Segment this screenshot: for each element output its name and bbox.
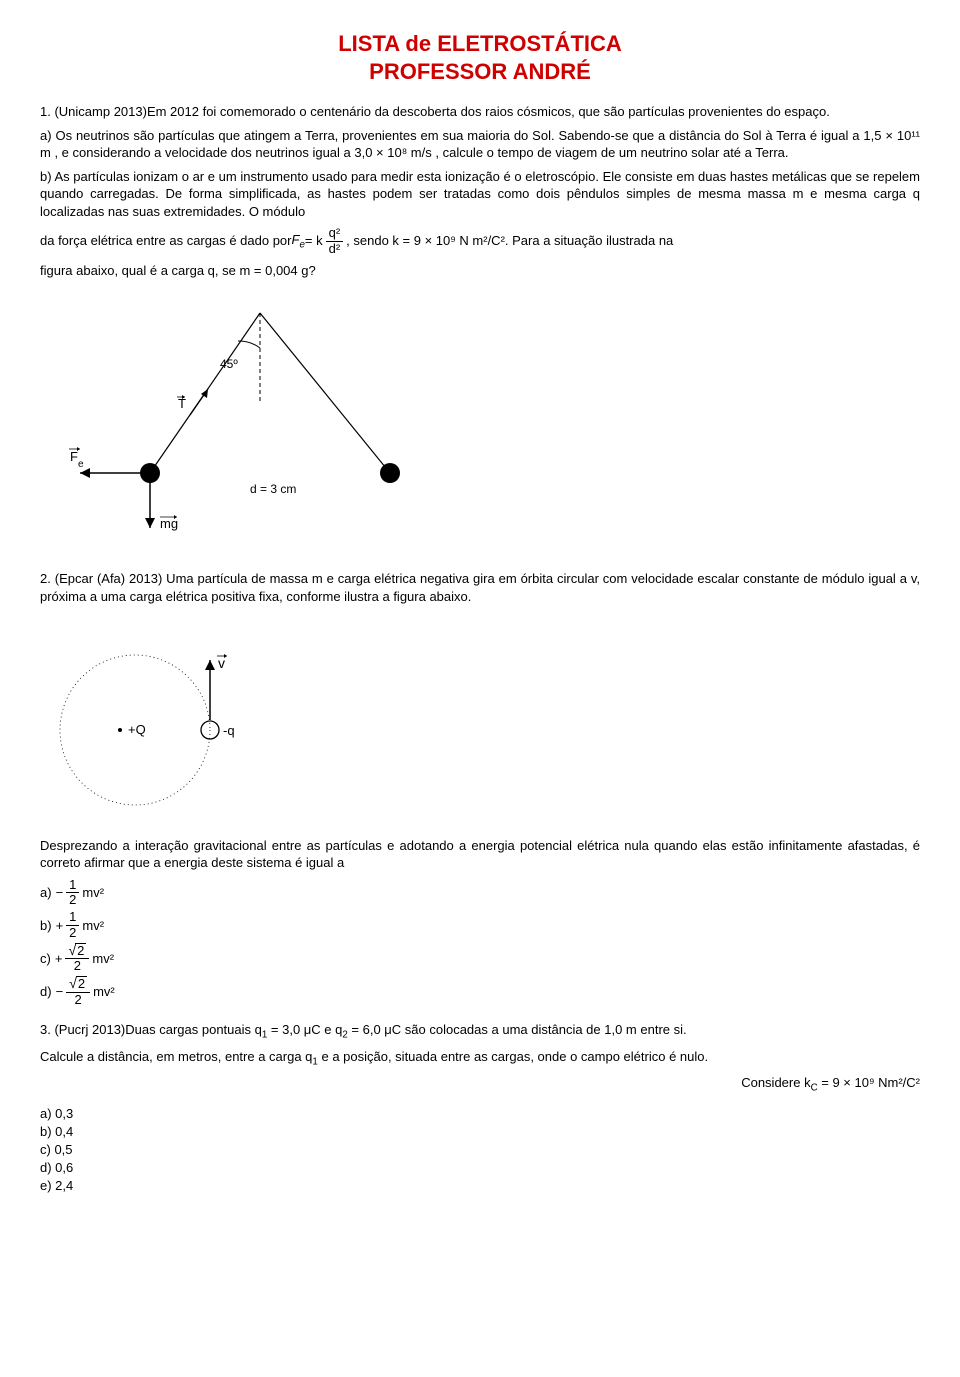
q3-opt-e: e) 2,4 [40,1178,920,1193]
q1-formula-pre: da força elétrica entre as cargas é dado… [40,232,291,250]
q2-opt-b: b) + 1 2 mv² [40,910,920,940]
q3-line2: Calcule a distância, em metros, entre a … [40,1048,920,1069]
q2-diagram: +Q -q v [40,620,920,823]
q3-options: a) 0,3 b) 0,4 c) 0,5 d) 0,6 e) 2,4 [40,1106,920,1193]
q1-part-a: a) Os neutrinos são partículas que ating… [40,127,920,162]
q2-opt-d: d) − 2 2 mv² [40,976,920,1007]
q3-opt-a: a) 0,3 [40,1106,920,1121]
q1-part-b-text1: b) As partículas ionizam o ar e um instr… [40,168,920,221]
q2-after: Desprezando a interação gravitacional en… [40,837,920,872]
d-label: d = 3 cm [250,482,296,496]
title-line-1: LISTA de ELETROSTÁTICA [338,31,622,56]
q1-formula-eq: = k [305,232,323,250]
q3-opt-c: c) 0,5 [40,1142,920,1157]
title-line-2: PROFESSOR ANDRÉ [369,59,591,84]
minus-q-label: -q [223,723,235,738]
q3-opt-d: d) 0,6 [40,1160,920,1175]
q2-options: a) − 1 2 mv² b) + 1 2 mv² c) + 2 2 mv² d… [40,878,920,1008]
q2-opt-a: a) − 1 2 mv² [40,878,920,908]
v-label: v [218,655,225,671]
q2-intro: 2. (Epcar (Afa) 2013) Uma partícula de m… [40,570,920,605]
plus-q-label: +Q [128,722,146,737]
q3-intro: 3. (Pucrj 2013)Duas cargas pontuais q1 =… [40,1021,920,1042]
q1-part-b-tail: figura abaixo, qual é a carga q, se m = … [40,262,920,280]
page-title: LISTA de ELETROSTÁTICA PROFESSOR ANDRÉ [40,30,920,85]
angle-label: 45º [220,357,238,371]
q3-note: Considere kC = 9 × 10⁹ Nm²/C² [40,1075,920,1094]
q1-formula-fe: Fe [291,231,304,252]
q2-opt-c: c) + 2 2 mv² [40,943,920,974]
q1-diagram: 45º T Fe d = 3 cm mg [40,293,920,556]
q1-formula-frac: q² d² [326,226,344,256]
mg-label: mg [160,516,178,531]
fe-label: Fe [70,449,84,470]
q3-opt-b: b) 0,4 [40,1124,920,1139]
q1-intro: 1. (Unicamp 2013)Em 2012 foi comemorado … [40,103,920,121]
q1-formula-post: , sendo k = 9 × 10⁹ N m²/C². Para a situ… [346,232,673,250]
q1-formula-line: da força elétrica entre as cargas é dado… [40,226,920,256]
